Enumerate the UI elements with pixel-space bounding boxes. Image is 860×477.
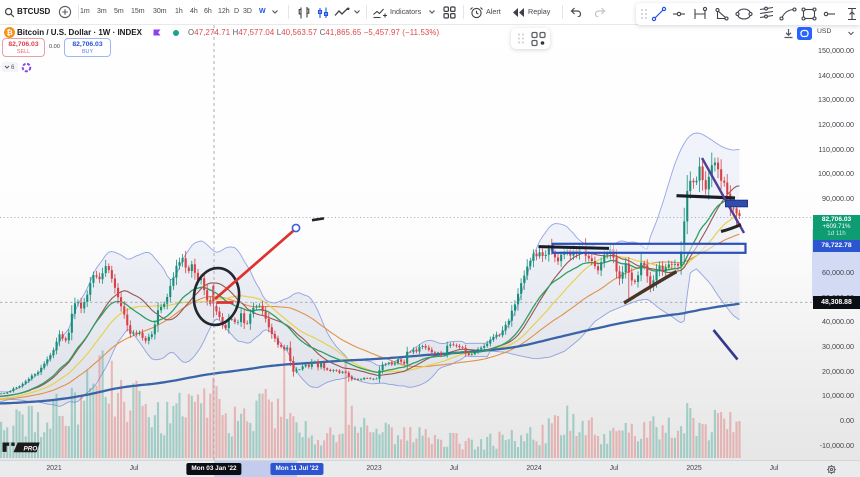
svg-text:PRO: PRO <box>24 445 38 452</box>
svg-text:₿: ₿ <box>6 28 12 37</box>
